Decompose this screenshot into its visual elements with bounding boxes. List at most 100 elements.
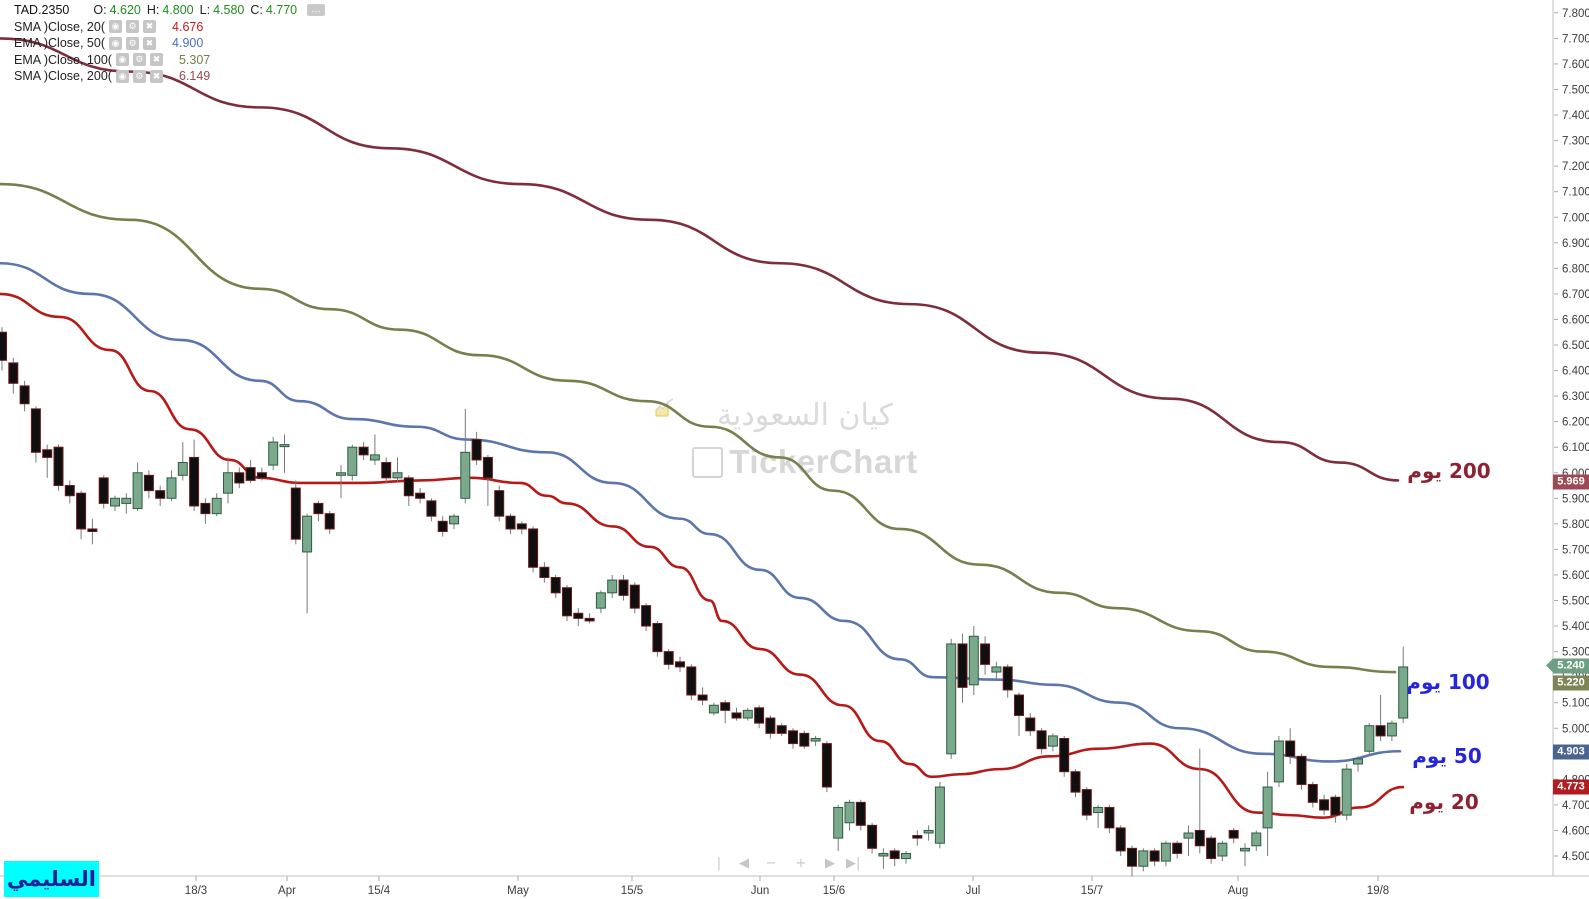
candle: [30, 406, 41, 463]
candle: [381, 457, 392, 483]
ohlc-item-label: O:: [93, 3, 107, 18]
candle: [1002, 664, 1013, 698]
y-tick-label: 7.000: [1562, 212, 1589, 224]
candle: [516, 521, 527, 535]
candle: [946, 638, 957, 759]
zoom-out-icon[interactable]: −: [765, 856, 777, 871]
candle: [189, 439, 200, 512]
candle: [765, 715, 776, 739]
y-tick-label: 5.800: [1562, 519, 1589, 531]
y-tick-label: 7.200: [1562, 161, 1589, 173]
y-tick-label: 6.800: [1562, 263, 1589, 275]
ohlc-item-value: 4.770: [265, 3, 298, 18]
candle: [1183, 825, 1194, 856]
candle: [98, 475, 109, 509]
candle: [482, 454, 493, 506]
candle: [1364, 723, 1375, 757]
candle: [652, 620, 663, 657]
candle: [810, 735, 821, 747]
candle: [550, 574, 561, 598]
settings-icon[interactable]: ⚙: [132, 69, 146, 83]
x-tick-label: Apr: [278, 885, 296, 897]
x-tick-label: 15/7: [1081, 885, 1103, 897]
next-icon[interactable]: ▶: [825, 856, 835, 871]
candle: [1160, 840, 1171, 867]
close-icon[interactable]: ✖: [143, 20, 157, 34]
ohlc-item-value: 4.580: [213, 3, 245, 18]
y-tick-label: 5.300: [1562, 647, 1589, 659]
candle: [1149, 848, 1160, 867]
y-tick-label: 6.500: [1562, 340, 1589, 352]
candle: [641, 603, 652, 632]
close-icon[interactable]: ✖: [149, 53, 163, 67]
settings-icon[interactable]: ⚙: [126, 20, 140, 34]
candle: [234, 467, 245, 489]
x-tick-label: Aug: [1228, 885, 1248, 897]
candle: [42, 444, 53, 478]
indicator-row: SMA )Close, 20(◉ ⚙ ✖ 4.676: [14, 19, 325, 36]
y-tick-label: 6.100: [1562, 442, 1589, 454]
candle: [1194, 748, 1205, 854]
y-tick-label: 4.700: [1562, 800, 1589, 812]
candle: [980, 636, 991, 675]
candle: [844, 799, 855, 831]
indicator-value: 4.676: [172, 19, 204, 34]
candle: [1093, 804, 1104, 828]
candle: [177, 442, 188, 481]
candle: [584, 613, 595, 624]
x-tick-label: 15/6: [823, 885, 845, 897]
candle: [76, 490, 87, 540]
settings-icon[interactable]: ⚙: [126, 36, 140, 50]
last-icon[interactable]: ▶|: [846, 856, 861, 871]
indicator-name: EMA )Close, 100(: [14, 52, 112, 67]
candle: [1398, 646, 1409, 724]
candle: [912, 830, 923, 846]
candle: [878, 848, 889, 869]
visibility-icon[interactable]: ◉: [109, 20, 123, 34]
candle: [166, 470, 177, 501]
candle: [53, 444, 64, 491]
visibility-icon[interactable]: ◉: [115, 53, 129, 67]
candle: [1104, 804, 1115, 834]
candle: [200, 498, 211, 524]
candle: [788, 728, 798, 749]
candle: [1047, 733, 1058, 752]
candle: [64, 480, 75, 504]
candle: [528, 526, 539, 573]
close-icon[interactable]: ✖: [149, 69, 163, 83]
y-tick-label: 6.300: [1562, 391, 1589, 403]
prev-icon[interactable]: ◀: [739, 856, 749, 871]
indicator-value: 5.307: [178, 52, 211, 67]
visibility-icon[interactable]: ◉: [109, 36, 123, 50]
candle: [313, 500, 324, 522]
symbol-label: TAD.2350: [14, 3, 70, 18]
x-tick-label: 15/5: [621, 885, 643, 897]
candle: [573, 608, 584, 627]
candle: [991, 661, 1002, 680]
candle: [629, 582, 640, 614]
settings-icon[interactable]: ⚙: [132, 53, 146, 67]
candle: [754, 705, 765, 729]
ohlc-item-label: C:: [250, 3, 263, 18]
first-icon[interactable]: |: [716, 856, 722, 871]
zoom-in-icon[interactable]: +: [795, 856, 807, 871]
candle: [324, 511, 335, 535]
candle: [8, 357, 19, 394]
visibility-icon[interactable]: ◉: [115, 69, 129, 83]
candle: [1307, 781, 1318, 808]
candle: [1036, 728, 1047, 754]
candle: [923, 825, 934, 841]
ohlc-item-label: L:: [199, 3, 211, 18]
candle: [867, 822, 878, 854]
candle: [471, 431, 482, 466]
ema-100-line: [0, 182, 1397, 674]
ema-50-line: [0, 261, 1402, 763]
candle: [1296, 753, 1307, 790]
close-icon[interactable]: ✖: [143, 36, 157, 50]
candle: [1070, 769, 1081, 798]
candle: [437, 516, 448, 537]
y-tick-label: 6.600: [1562, 314, 1589, 326]
more-options-button[interactable]: …: [307, 4, 326, 17]
y-tick-label: 6.200: [1562, 417, 1589, 429]
y-tick-label: 5.100: [1562, 698, 1589, 710]
